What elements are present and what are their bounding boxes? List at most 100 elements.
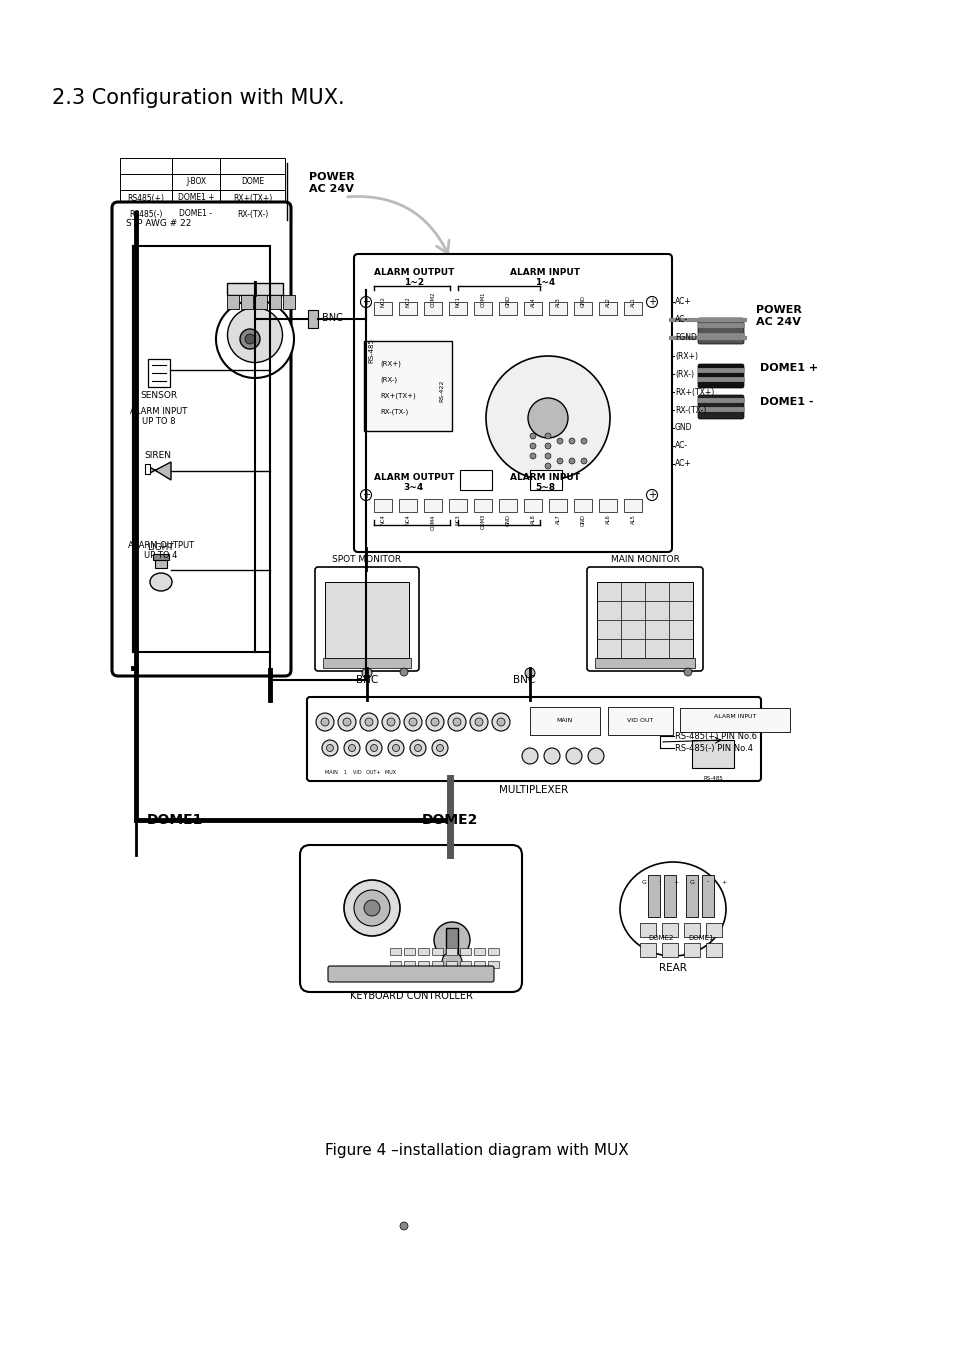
Bar bbox=[705, 943, 721, 957]
Circle shape bbox=[475, 717, 482, 725]
Circle shape bbox=[410, 740, 426, 757]
Circle shape bbox=[527, 399, 567, 438]
Circle shape bbox=[245, 334, 254, 345]
Circle shape bbox=[557, 438, 562, 444]
Text: J-BOX: J-BOX bbox=[186, 177, 206, 186]
Circle shape bbox=[360, 489, 371, 500]
Bar bbox=[120, 190, 172, 205]
Bar bbox=[403, 948, 415, 955]
Bar bbox=[474, 948, 484, 955]
Text: RX+(TX+): RX+(TX+) bbox=[675, 388, 714, 396]
Text: DOME1 -: DOME1 - bbox=[179, 209, 213, 219]
Text: Figure 4 –installation diagram with MUX: Figure 4 –installation diagram with MUX bbox=[325, 1143, 628, 1158]
Bar bbox=[488, 948, 498, 955]
Bar bbox=[432, 948, 442, 955]
Circle shape bbox=[359, 713, 377, 731]
Bar bbox=[423, 499, 441, 512]
Text: SIREN: SIREN bbox=[144, 450, 172, 459]
Text: G: G bbox=[640, 880, 646, 885]
Text: ALARM INPUT
5~8: ALARM INPUT 5~8 bbox=[510, 473, 579, 492]
Bar bbox=[227, 295, 239, 309]
Text: BNC: BNC bbox=[513, 676, 535, 685]
Text: BNC: BNC bbox=[322, 313, 342, 323]
Bar bbox=[683, 923, 700, 938]
Bar bbox=[390, 961, 400, 969]
Text: RS-485: RS-485 bbox=[702, 775, 722, 781]
Bar bbox=[548, 303, 566, 315]
Bar bbox=[145, 463, 150, 474]
Bar bbox=[417, 948, 429, 955]
Circle shape bbox=[470, 713, 488, 731]
Bar bbox=[474, 961, 484, 969]
Text: GND: GND bbox=[675, 423, 692, 432]
Text: AC-: AC- bbox=[675, 316, 687, 324]
FancyBboxPatch shape bbox=[586, 567, 702, 671]
Text: RX-(TX-): RX-(TX-) bbox=[379, 409, 408, 415]
Text: AL6: AL6 bbox=[605, 513, 610, 524]
Bar bbox=[498, 499, 517, 512]
Circle shape bbox=[364, 900, 379, 916]
Circle shape bbox=[530, 434, 536, 439]
Bar bbox=[417, 961, 429, 969]
Bar bbox=[459, 948, 471, 955]
Text: RX+(TX+): RX+(TX+) bbox=[379, 393, 416, 400]
Bar bbox=[623, 499, 641, 512]
Circle shape bbox=[485, 357, 609, 480]
Text: RX-(TX-): RX-(TX-) bbox=[236, 209, 268, 219]
Bar bbox=[364, 340, 452, 431]
Text: RS485(-): RS485(-) bbox=[130, 209, 163, 219]
Text: +: + bbox=[673, 880, 678, 885]
Bar bbox=[685, 875, 698, 917]
Ellipse shape bbox=[619, 862, 725, 957]
Text: DOME1 -: DOME1 - bbox=[760, 397, 813, 407]
Text: REAR: REAR bbox=[659, 963, 686, 973]
Text: (RX-): (RX-) bbox=[379, 377, 396, 384]
Circle shape bbox=[399, 667, 408, 676]
Bar bbox=[639, 923, 656, 938]
Text: NC3: NC3 bbox=[455, 513, 460, 524]
Text: AC+: AC+ bbox=[675, 459, 691, 469]
Circle shape bbox=[414, 744, 421, 751]
Text: RS-485(+) PIN No.6: RS-485(+) PIN No.6 bbox=[675, 731, 757, 740]
Bar bbox=[323, 658, 411, 667]
Bar bbox=[374, 499, 392, 512]
Bar bbox=[269, 295, 281, 309]
Bar bbox=[254, 295, 267, 309]
Text: COM4: COM4 bbox=[430, 513, 435, 530]
Bar bbox=[423, 303, 441, 315]
Text: DOME2: DOME2 bbox=[421, 813, 477, 827]
Bar bbox=[403, 961, 415, 969]
Bar bbox=[446, 948, 456, 955]
Text: AL5: AL5 bbox=[630, 513, 635, 524]
Text: MAIN    1    VID   OUT+   MUX: MAIN 1 VID OUT+ MUX bbox=[325, 770, 395, 775]
Bar bbox=[152, 554, 169, 561]
Text: G: G bbox=[689, 880, 694, 885]
Circle shape bbox=[315, 713, 334, 731]
Bar bbox=[227, 282, 283, 295]
Text: +: + bbox=[361, 297, 370, 307]
Circle shape bbox=[240, 330, 260, 349]
Circle shape bbox=[521, 748, 537, 765]
Text: LIGHT: LIGHT bbox=[148, 543, 174, 553]
Text: +: + bbox=[720, 880, 726, 885]
Bar bbox=[683, 943, 700, 957]
Circle shape bbox=[409, 717, 416, 725]
Bar bbox=[220, 158, 285, 174]
Bar bbox=[597, 582, 692, 658]
Bar bbox=[523, 303, 541, 315]
Bar bbox=[390, 948, 400, 955]
Bar bbox=[488, 961, 498, 969]
FancyBboxPatch shape bbox=[299, 844, 521, 992]
Circle shape bbox=[432, 740, 448, 757]
Bar bbox=[705, 923, 721, 938]
Text: KEYBOARD CONTROLLER: KEYBOARD CONTROLLER bbox=[349, 992, 472, 1001]
Bar bbox=[623, 303, 641, 315]
Text: AL3: AL3 bbox=[555, 297, 560, 307]
Bar bbox=[325, 582, 409, 658]
Bar bbox=[172, 190, 220, 205]
Circle shape bbox=[344, 740, 359, 757]
Circle shape bbox=[530, 453, 536, 459]
Text: RX-(TX-): RX-(TX-) bbox=[675, 405, 705, 415]
Circle shape bbox=[388, 740, 403, 757]
Text: STP AWG # 22: STP AWG # 22 bbox=[126, 219, 192, 227]
